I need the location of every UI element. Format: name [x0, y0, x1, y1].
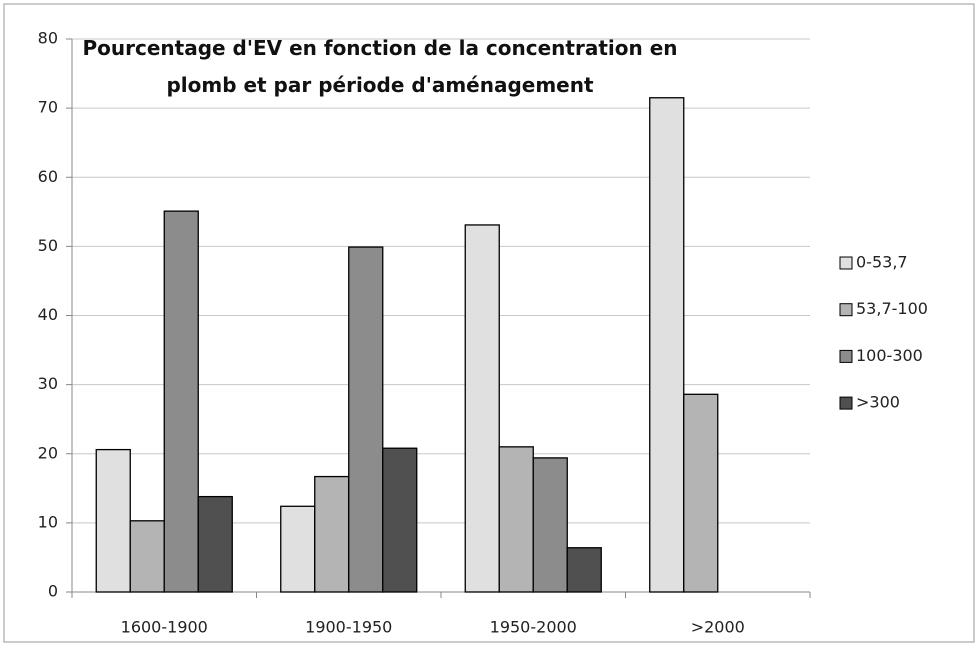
bar	[566, 547, 602, 593]
bar	[95, 448, 131, 593]
y-tick-label: 30	[38, 374, 58, 393]
legend-swatch	[839, 303, 853, 317]
bar	[683, 393, 719, 593]
y-tick-label: 10	[38, 512, 58, 531]
bar	[532, 457, 568, 593]
bar	[314, 475, 350, 593]
bar	[197, 495, 233, 593]
legend-swatch	[839, 256, 853, 270]
y-tick-label: 40	[38, 305, 58, 324]
x-tick-label: 1900-1950	[305, 618, 392, 637]
x-tick-label: >2000	[691, 618, 745, 637]
y-tick-label: 80	[38, 29, 58, 48]
y-tick-label: 50	[38, 236, 58, 255]
legend-label: 0-53,7	[856, 253, 908, 272]
bar	[498, 446, 534, 593]
y-tick-label: 20	[38, 443, 58, 462]
legend-label: >300	[856, 393, 900, 412]
y-tick-label: 60	[38, 167, 58, 186]
legend-swatch	[839, 396, 853, 410]
legend-swatch	[839, 349, 853, 363]
bar	[280, 505, 316, 593]
chart-border	[3, 3, 975, 643]
bar	[464, 224, 500, 593]
bar	[163, 210, 199, 593]
bar	[348, 246, 384, 593]
bar	[382, 447, 418, 593]
x-tick-label: 1950-2000	[490, 618, 577, 637]
y-tick-label: 0	[48, 582, 58, 601]
bar	[129, 520, 165, 593]
chart-title: Pourcentage d'EV en fonction de la conce…	[82, 36, 678, 97]
legend-label: 100-300	[856, 346, 923, 365]
x-tick-label: 1600-1900	[121, 618, 208, 637]
y-tick-label: 70	[38, 98, 58, 117]
bar	[649, 97, 685, 593]
legend-label: 53,7-100	[856, 299, 928, 318]
